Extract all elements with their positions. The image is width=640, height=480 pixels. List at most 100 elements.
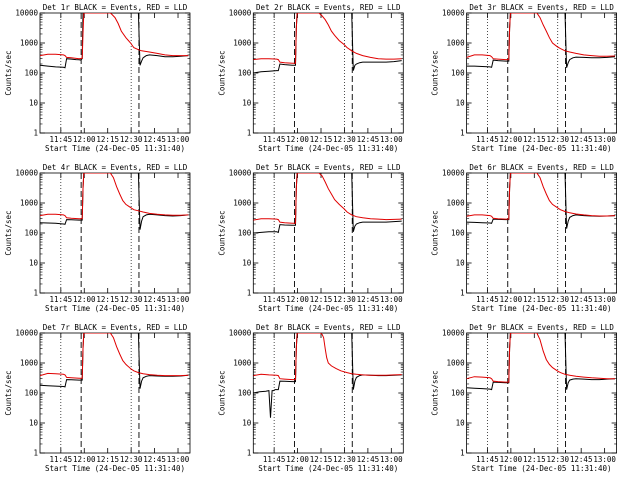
y-tick-label: 1 — [247, 449, 252, 458]
y-tick-label: 1000 — [447, 39, 466, 48]
plot-frame — [252, 172, 404, 294]
x-tick-label: 13:00 — [380, 295, 403, 304]
x-tick-label: 11:45 — [50, 135, 73, 144]
y-tick-label: 1 — [460, 289, 465, 298]
y-axis-label: Counts/sec — [217, 50, 226, 95]
x-tick-label: 12:30 — [333, 295, 356, 304]
x-tick-label: 12:15 — [96, 455, 119, 464]
lld-series-line — [40, 333, 189, 379]
x-axis-label: Start Time (24-Dec-05 11:31:40) — [258, 144, 398, 153]
events-series-line — [253, 13, 402, 74]
lld-series-line — [253, 173, 402, 224]
y-tick-label: 10 — [242, 419, 252, 428]
events-series-line — [40, 13, 189, 69]
y-tick-label: 1000 — [20, 39, 39, 48]
panel-title: Det 3r BLACK = Events, RED = LLD — [469, 3, 614, 12]
y-tick-label: 1000 — [233, 199, 252, 208]
x-tick-label: 12:00 — [500, 455, 523, 464]
x-tick-label: 12:45 — [570, 135, 593, 144]
y-tick-label: 10000 — [15, 9, 38, 18]
y-tick-label: 100 — [238, 69, 252, 78]
panel-title: Det 2r BLACK = Events, RED = LLD — [256, 3, 401, 12]
y-tick-label: 100 — [24, 389, 38, 398]
x-tick-label: 11:45 — [476, 455, 499, 464]
y-tick-label: 1 — [33, 449, 38, 458]
y-tick-label: 100 — [451, 229, 465, 238]
detector-panel: Det 7r BLACK = Events, RED = LLD 1 10 100 10… — [4, 323, 191, 473]
y-tick-label: 100 — [451, 69, 465, 78]
x-axis-label: Start Time (24-Dec-05 11:31:40) — [472, 144, 612, 153]
y-tick-label: 10000 — [15, 329, 38, 338]
y-axis-label: Counts/sec — [431, 210, 440, 255]
x-axis-label: Start Time (24-Dec-05 11:31:40) — [258, 304, 398, 313]
x-tick-label: 12:15 — [523, 455, 546, 464]
x-tick-label: 12:45 — [570, 295, 593, 304]
x-tick-label: 12:00 — [500, 295, 523, 304]
x-tick-label: 11:45 — [476, 135, 499, 144]
y-tick-label: 1 — [33, 289, 38, 298]
panel-title: Det 8r BLACK = Events, RED = LLD — [256, 323, 401, 332]
plot-frame — [39, 12, 191, 134]
detector-panel: Det 6r BLACK = Events, RED = LLD 1 10 100 10… — [431, 163, 618, 313]
x-tick-label: 12:30 — [333, 455, 356, 464]
plot-frame — [252, 12, 404, 134]
y-tick-label: 1000 — [233, 359, 252, 368]
x-tick-label: 12:30 — [546, 135, 569, 144]
x-tick-label: 12:15 — [310, 295, 333, 304]
y-axis-label: Counts/sec — [217, 370, 226, 415]
x-tick-label: 13:00 — [380, 455, 403, 464]
lld-series-line — [466, 173, 616, 220]
panel-title: Det 9r BLACK = Events, RED = LLD — [469, 323, 614, 332]
detector-panel: Det 9r BLACK = Events, RED = LLD 1 10 100 10… — [431, 323, 618, 473]
y-tick-label: 100 — [238, 229, 252, 238]
lld-series-line — [466, 13, 616, 61]
x-tick-label: 12:45 — [570, 455, 593, 464]
y-tick-label: 1000 — [20, 199, 39, 208]
x-tick-label: 12:45 — [357, 455, 380, 464]
lld-series-line — [40, 13, 189, 60]
y-tick-label: 1 — [460, 129, 465, 138]
x-tick-label: 12:00 — [500, 135, 523, 144]
x-tick-label: 12:45 — [143, 295, 166, 304]
plot-frame — [39, 332, 191, 454]
x-tick-label: 12:45 — [357, 135, 380, 144]
x-axis-label: Start Time (24-Dec-05 11:31:40) — [45, 304, 185, 313]
x-tick-label: 12:15 — [310, 135, 333, 144]
y-tick-label: 10 — [242, 99, 252, 108]
x-tick-label: 13:00 — [593, 455, 616, 464]
events-series-line — [466, 173, 616, 229]
panel-title: Det 6r BLACK = Events, RED = LLD — [469, 163, 614, 172]
x-tick-label: 11:45 — [50, 455, 73, 464]
y-tick-label: 10000 — [442, 329, 465, 338]
lld-series-line — [253, 13, 402, 64]
y-tick-label: 1 — [33, 129, 38, 138]
plot-frame — [39, 172, 191, 294]
y-tick-label: 100 — [24, 229, 38, 238]
lld-series-line — [253, 333, 402, 381]
events-series-line — [253, 173, 402, 234]
plot-frame — [252, 332, 404, 454]
y-tick-label: 1000 — [20, 359, 39, 368]
x-tick-label: 13:00 — [167, 135, 190, 144]
x-tick-label: 12:00 — [73, 135, 96, 144]
x-axis-label: Start Time (24-Dec-05 11:31:40) — [45, 144, 185, 153]
x-tick-label: 12:15 — [310, 455, 333, 464]
x-axis-label: Start Time (24-Dec-05 11:31:40) — [472, 304, 612, 313]
y-tick-label: 10 — [456, 419, 466, 428]
x-tick-label: 12:00 — [286, 295, 309, 304]
y-tick-label: 10 — [242, 259, 252, 268]
x-tick-label: 12:30 — [120, 455, 143, 464]
panel-title: Det 1r BLACK = Events, RED = LLD — [43, 3, 188, 12]
lld-series-line — [40, 173, 189, 220]
y-tick-label: 10 — [456, 99, 466, 108]
x-tick-label: 12:00 — [286, 455, 309, 464]
y-axis-label: Counts/sec — [431, 50, 440, 95]
panel-title: Det 5r BLACK = Events, RED = LLD — [256, 163, 401, 172]
y-tick-label: 10000 — [15, 169, 38, 178]
x-tick-label: 13:00 — [167, 295, 190, 304]
y-tick-label: 10 — [29, 259, 39, 268]
y-tick-label: 1 — [247, 289, 252, 298]
x-tick-label: 12:00 — [73, 295, 96, 304]
y-axis-label: Counts/sec — [431, 370, 440, 415]
